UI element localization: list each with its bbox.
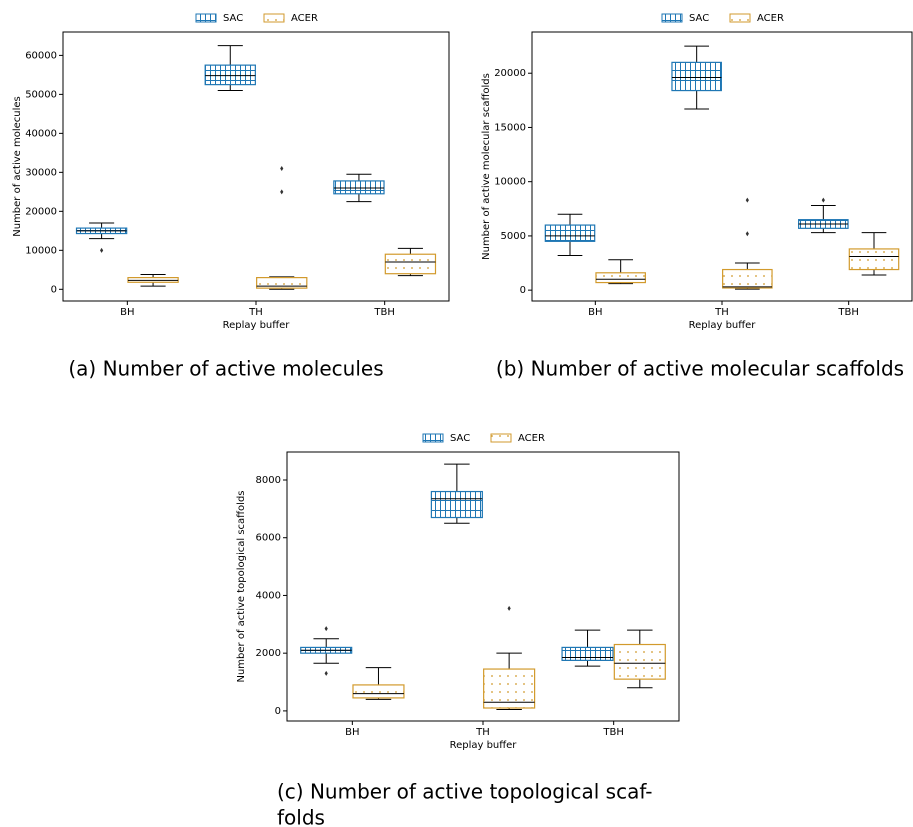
x-tick-label: BH bbox=[120, 307, 134, 318]
box bbox=[671, 61, 722, 92]
legend-swatch bbox=[729, 13, 751, 23]
legend-swatch bbox=[263, 13, 285, 23]
legend-swatch bbox=[195, 13, 217, 23]
box bbox=[722, 268, 773, 289]
x-axis-label: Replay buffer bbox=[689, 320, 757, 331]
y-axis-label: Number of active molecules bbox=[12, 96, 23, 237]
x-tick-label: TH bbox=[248, 307, 263, 318]
x-tick-label: TBH bbox=[602, 727, 624, 738]
y-tick-label: 0 bbox=[275, 706, 281, 717]
box bbox=[561, 646, 614, 661]
outlier bbox=[507, 605, 511, 611]
outlier bbox=[821, 197, 825, 203]
x-tick-label: TH bbox=[475, 727, 490, 738]
legend-label: ACER bbox=[757, 13, 784, 24]
y-tick-label: 20000 bbox=[25, 206, 57, 217]
y-tick-label: 30000 bbox=[25, 167, 57, 178]
y-axis-label: Number of active molecular scaffolds bbox=[481, 73, 492, 260]
y-tick-label: 50000 bbox=[25, 89, 57, 100]
legend-label: SAC bbox=[450, 433, 470, 444]
x-axis-label: Replay buffer bbox=[223, 320, 291, 331]
y-axis-label: Number of active topological scaffolds bbox=[236, 490, 247, 682]
legend-swatch bbox=[490, 433, 512, 443]
y-tick-label: 0 bbox=[520, 285, 526, 296]
box bbox=[613, 643, 666, 680]
x-tick-label: TBH bbox=[837, 307, 859, 318]
y-tick-label: 6000 bbox=[256, 533, 281, 544]
legend-swatch bbox=[661, 13, 683, 23]
outlier bbox=[324, 626, 328, 632]
y-tick-label: 60000 bbox=[25, 50, 57, 61]
y-tick-label: 8000 bbox=[256, 475, 281, 486]
outlier bbox=[100, 247, 104, 253]
box bbox=[256, 277, 308, 289]
y-tick-label: 40000 bbox=[25, 128, 57, 139]
legend-label: ACER bbox=[291, 13, 318, 24]
plot-frame bbox=[286, 451, 680, 722]
caption: (a) Number of active molecules bbox=[68, 357, 383, 381]
box bbox=[204, 64, 256, 86]
x-tick-label: TH bbox=[714, 307, 729, 318]
x-tick-label: BH bbox=[345, 727, 359, 738]
box bbox=[595, 272, 646, 284]
outlier bbox=[745, 197, 749, 203]
caption: (b) Number of active molecular scaffolds bbox=[496, 357, 904, 381]
box bbox=[848, 248, 900, 271]
legend-swatch bbox=[422, 433, 444, 443]
caption: folds bbox=[277, 806, 325, 827]
box bbox=[352, 684, 405, 699]
box bbox=[544, 224, 596, 242]
legend-label: SAC bbox=[689, 13, 709, 24]
outlier bbox=[745, 231, 749, 237]
outlier bbox=[324, 670, 328, 676]
y-tick-label: 5000 bbox=[501, 231, 526, 242]
legend-label: SAC bbox=[223, 13, 243, 24]
legend-label: ACER bbox=[518, 433, 545, 444]
x-tick-label: BH bbox=[588, 307, 602, 318]
caption: (c) Number of active topological scaf- bbox=[277, 780, 653, 804]
y-tick-label: 2000 bbox=[256, 648, 281, 659]
y-tick-label: 15000 bbox=[494, 122, 526, 133]
y-tick-label: 10000 bbox=[494, 177, 526, 188]
outlier bbox=[280, 189, 284, 195]
y-tick-label: 4000 bbox=[256, 590, 281, 601]
y-tick-label: 0 bbox=[51, 284, 57, 295]
outlier bbox=[280, 165, 284, 171]
y-tick-label: 10000 bbox=[25, 245, 57, 256]
box bbox=[333, 180, 385, 195]
box bbox=[483, 668, 536, 709]
box bbox=[430, 490, 483, 519]
x-axis-label: Replay buffer bbox=[450, 740, 518, 751]
y-tick-label: 20000 bbox=[494, 68, 526, 79]
box bbox=[384, 253, 437, 275]
x-tick-label: TBH bbox=[373, 307, 395, 318]
